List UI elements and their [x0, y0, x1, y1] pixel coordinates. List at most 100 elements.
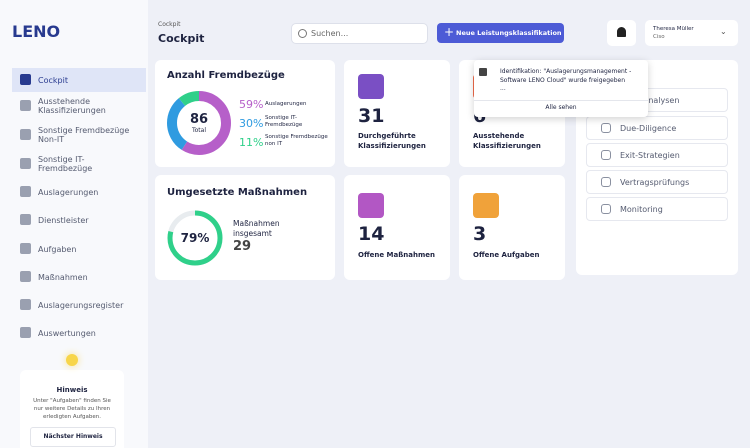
gauge-arc: [167, 210, 223, 266]
nav-item[interactable]: Aufgaben: [12, 237, 146, 261]
nav-label: Aufgaben: [38, 244, 77, 254]
tool-icon: [601, 204, 611, 214]
total-value: 29: [233, 239, 252, 254]
stat-value: 31: [358, 105, 385, 127]
stat-card: 3 Offene Aufgaben: [459, 175, 565, 280]
stat-label: Ausstehende Klassifizierungen: [473, 132, 541, 150]
nav-item[interactable]: Auswertungen: [12, 321, 146, 345]
legend-percent: 11%: [239, 136, 264, 149]
donut-total: 86: [189, 112, 209, 127]
fremdbezuege-card: Anzahl Fremdbezüge 86 Total 59% Auslageru…: [155, 60, 335, 167]
donut-segment: [167, 91, 231, 155]
chevron: ⌄: [720, 27, 727, 36]
total-label: Maßnahmen insgesamt: [233, 219, 280, 238]
tool-icon: [601, 123, 611, 133]
donut-segment: [167, 91, 231, 155]
hint-box: Hinweis Unter "Aufgaben" finden Sie nur …: [20, 370, 124, 448]
tool-label: Due-Diligence: [620, 123, 677, 133]
nav-label: Auslagerungen: [38, 187, 99, 197]
page-title: Cockpit: [158, 32, 205, 45]
nav-icon: [20, 100, 31, 111]
notification-text: Identifikation: "Auslagerungsmanagement …: [500, 68, 632, 84]
stat-icon: [473, 193, 499, 218]
tool-item[interactable]: Monitoring: [586, 197, 728, 221]
nav-icon: [20, 299, 31, 310]
gauge-chart: [167, 210, 223, 266]
nav-icon: [20, 74, 31, 85]
nav-label: Sonstige Fremdbezüge Non-IT: [38, 126, 130, 144]
tool-item[interactable]: Exit-Strategien: [586, 143, 728, 167]
nav-item[interactable]: Auslagerungsregister: [12, 293, 146, 317]
hint-title: Hinweis: [56, 386, 88, 394]
stat-card: 14 Offene Maßnahmen: [344, 175, 450, 280]
donut-total-label: Total: [191, 127, 206, 134]
tool-label: Monitoring: [620, 204, 663, 214]
nav-label: Sonstige IT-Fremdbezüge: [38, 155, 93, 173]
plus-icon: +: [444, 25, 455, 39]
nav-label: Auslagerungsregister: [38, 300, 124, 310]
breadcrumb: Cockpit: [158, 21, 181, 28]
nav-icon: [20, 158, 31, 169]
user-menu[interactable]: Theresa Müller Ciso ⌄: [645, 20, 738, 46]
search-icon: [298, 29, 307, 38]
nav-item[interactable]: Sonstige Fremdbezüge Non-IT: [12, 123, 146, 147]
tool-label: Exit-Strategien: [620, 150, 680, 160]
stat-card: 31 Durchgeführte Klassifizierungen: [344, 60, 450, 167]
nav-icon: [20, 214, 31, 225]
card-title: Umgesetzte Maßnahmen: [167, 187, 308, 198]
legend-percent: 59%: [239, 98, 264, 111]
nav-item[interactable]: Auslagerungen: [12, 180, 146, 204]
hint-button[interactable]: Nächster Hinweis: [30, 427, 116, 447]
tool-icon: [601, 177, 611, 187]
stat-label: Offene Aufgaben: [473, 251, 540, 259]
donut-chart: [167, 91, 231, 155]
gauge-label: 79%: [180, 231, 210, 245]
tool-item[interactable]: Due-Diligence: [586, 116, 728, 140]
card-title: Anzahl Fremdbezüge: [167, 70, 285, 81]
stat-icon: [358, 193, 384, 218]
tool-icon: [601, 150, 611, 160]
notification-icon: [479, 68, 487, 76]
stat-label: Durchgeführte Klassifizierungen: [358, 132, 426, 150]
nav-icon: [20, 243, 31, 254]
nav-icon: [20, 129, 31, 140]
nav-label: Cockpit: [38, 75, 68, 85]
legend-name: Sonstige Fremdbezüge non IT: [265, 134, 328, 147]
bell-icon: [617, 27, 626, 37]
nav-icon: [20, 327, 31, 338]
notification-more: ...: [500, 85, 506, 92]
notification-link[interactable]: Alle sehen: [545, 104, 577, 111]
stat-value: 14: [358, 223, 385, 245]
nav-icon: [20, 186, 31, 197]
nav-icon: [20, 271, 31, 282]
user-role: Ciso: [653, 34, 665, 40]
stat-value: 3: [473, 223, 487, 245]
search-placeholder: Suchen...: [311, 29, 349, 38]
bell-button[interactable]: [607, 20, 636, 46]
nav-item[interactable]: Sonstige IT-Fremdbezüge: [12, 152, 146, 176]
tool-label: Vertragsprüfungs: [620, 177, 690, 187]
nav-item[interactable]: Maßnahmen: [12, 265, 146, 289]
hint-text: Unter "Aufgaben" finden Sie nur weitere …: [33, 398, 111, 420]
legend-percent: 30%: [239, 117, 264, 130]
legend-name: Sonstige IT-Fremdbezüge: [265, 115, 303, 128]
nav-label: Auswertungen: [38, 328, 96, 338]
nav-item[interactable]: Dienstleister: [12, 208, 146, 232]
nav-item[interactable]: Cockpit: [12, 68, 146, 92]
bulb-icon: [66, 354, 78, 366]
new-button-label: Neue Leistungsklassifikation: [456, 29, 562, 37]
notification-popup: Identifikation: "Auslagerungsmanagement …: [474, 60, 648, 117]
user-name: Theresa Müller: [653, 26, 694, 32]
search-box[interactable]: Suchen...: [291, 23, 428, 44]
tool-item[interactable]: Vertragsprüfungs: [586, 170, 728, 194]
tool-label: Risikoanalysen: [620, 95, 680, 105]
nav-item[interactable]: Ausstehende Klassifizierungen: [12, 94, 146, 118]
stat-icon: [358, 74, 384, 99]
legend-name: Auslagerungen: [265, 101, 307, 107]
massnahmen-card: Umgesetzte Maßnahmen 79% Maßnahmen insge…: [155, 175, 335, 280]
new-button[interactable]: + Neue Leistungsklassifikation: [437, 23, 564, 43]
divider: [474, 100, 648, 101]
nav-label: Maßnahmen: [38, 272, 88, 282]
logo: LENO: [12, 22, 61, 41]
